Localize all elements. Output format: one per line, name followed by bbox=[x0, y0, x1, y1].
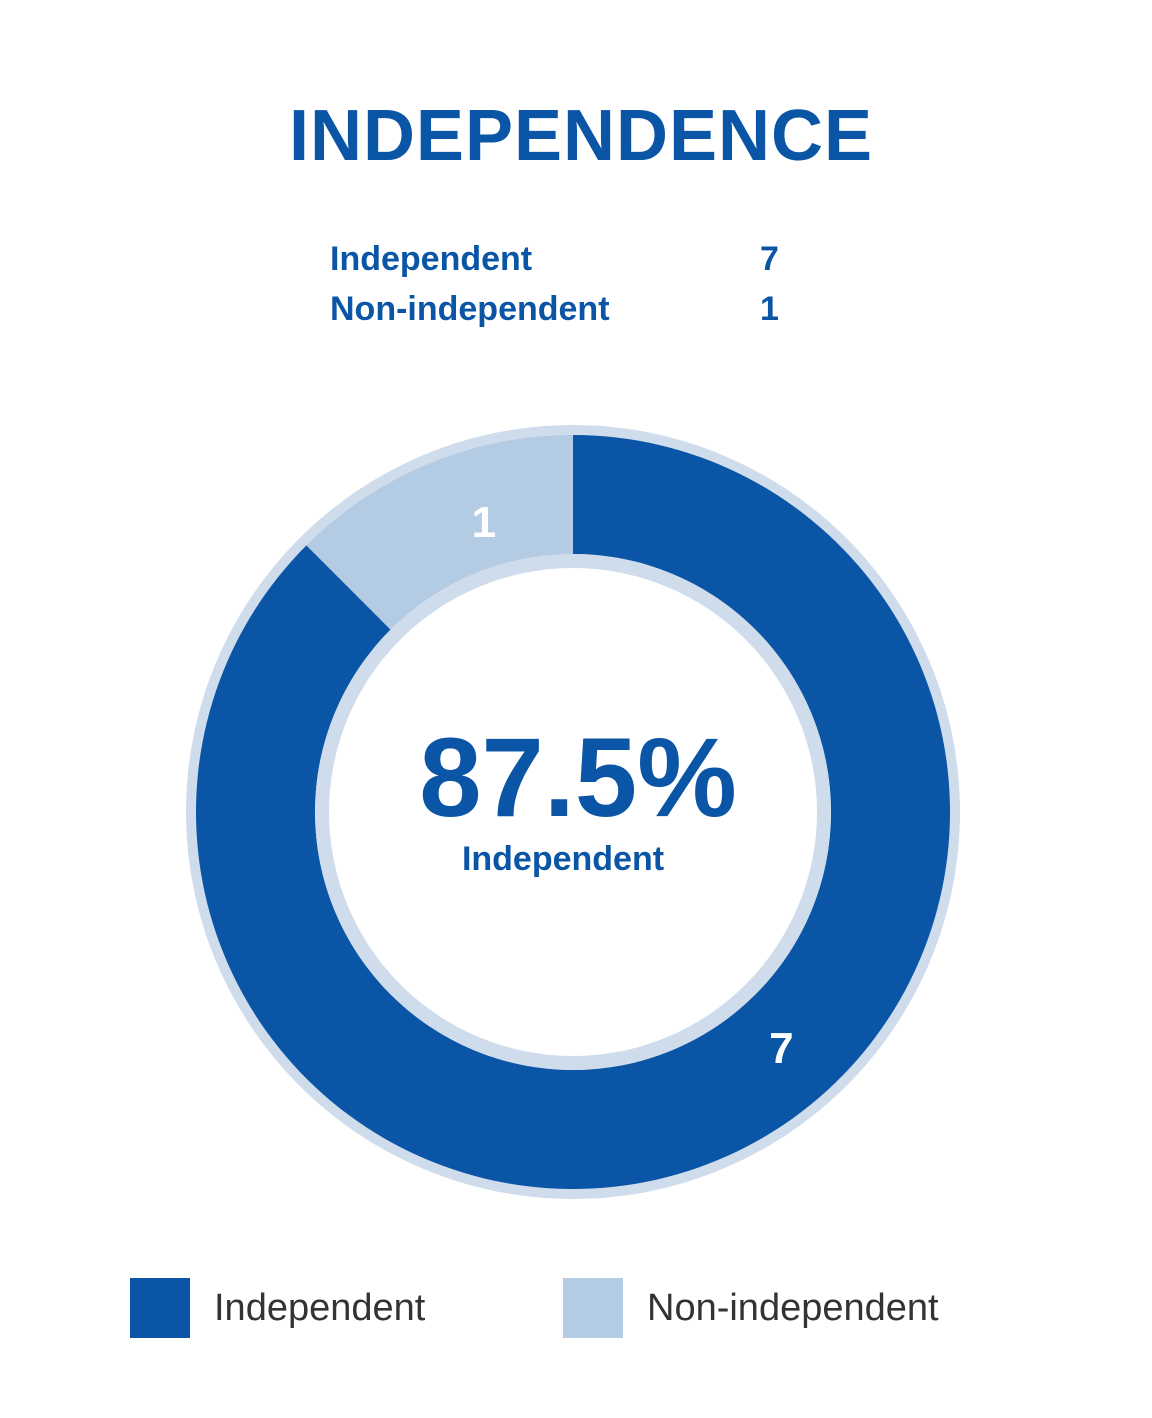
donut-slice-labels: 71 bbox=[472, 498, 794, 1073]
summary-row-non-independent: Non-independent 1 bbox=[330, 284, 800, 334]
legend-swatch-non-independent bbox=[563, 1278, 623, 1338]
summary-value-independent: 7 bbox=[760, 240, 779, 278]
data-label-independent: 7 bbox=[769, 1024, 793, 1073]
summary-table: Independent 7 Non-independent 1 bbox=[330, 234, 800, 334]
legend-swatch-independent bbox=[130, 1278, 190, 1338]
center-label: Independent bbox=[461, 840, 665, 878]
data-label-non-independent: 1 bbox=[472, 498, 496, 547]
summary-row-independent: Independent 7 bbox=[330, 234, 800, 284]
legend: Independent Non-independent bbox=[0, 1278, 1152, 1338]
summary-value-non-independent: 1 bbox=[760, 290, 779, 328]
donut-slices bbox=[195, 435, 950, 1189]
summary-label-independent: Independent bbox=[330, 240, 533, 278]
donut-hole bbox=[329, 568, 817, 1056]
legend-label-non-independent: Non-independent bbox=[647, 1287, 939, 1329]
summary-label-non-independent: Non-independent bbox=[330, 290, 610, 328]
legend-label-independent: Independent bbox=[214, 1287, 426, 1329]
center-percentage: 87.5% bbox=[419, 715, 737, 840]
donut-slice-independent bbox=[195, 435, 950, 1189]
donut-slice-non-independent bbox=[306, 435, 573, 630]
chart-title: INDEPENDENCE bbox=[288, 96, 874, 176]
